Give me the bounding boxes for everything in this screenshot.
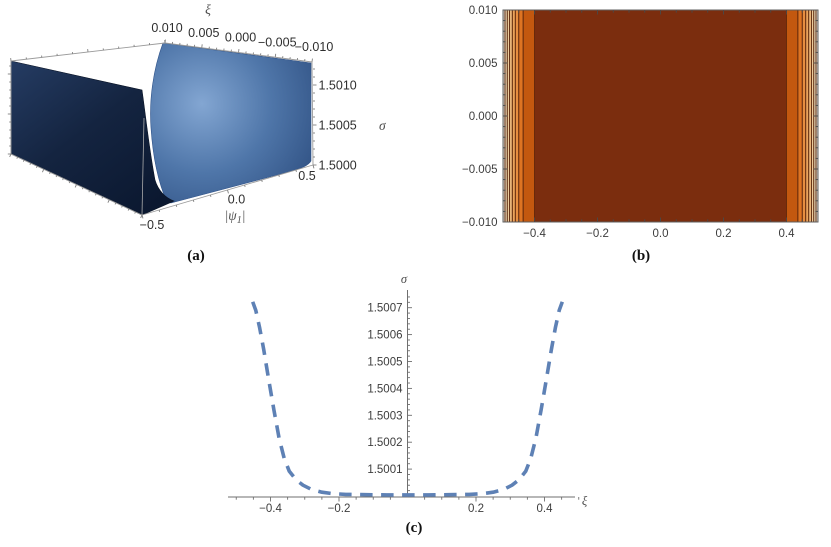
svg-text:−0.4: −0.4 [259,503,282,515]
svg-text:−0.4: −0.4 [523,228,546,240]
svg-text:0.2: 0.2 [716,228,732,240]
svg-text:1.5000: 1.5000 [319,159,357,173]
svg-text:0.4: 0.4 [537,503,554,515]
caption-a: (a) [187,248,205,264]
svg-text:0.2: 0.2 [468,503,484,515]
svg-text:0.010: 0.010 [469,5,498,17]
svg-text:|ψ1|: |ψ1| [225,208,246,226]
svg-text:0.0: 0.0 [653,228,669,240]
plot-a-3d-surface: 0.010 0.005 0.000 −0.005−0.010 ξ 1.5000 1.5005… [7,2,387,232]
svg-text:ξ: ξ [582,494,588,508]
svg-text:0.005: 0.005 [188,26,219,40]
svg-text:1.5001: 1.5001 [367,464,402,476]
svg-text:1.5005: 1.5005 [367,357,402,369]
svg-text:0.5: 0.5 [298,169,315,183]
caption-b: (b) [631,248,651,264]
svg-text:1.5003: 1.5003 [367,410,402,422]
svg-text:σ: σ [401,272,408,286]
svg-text:1.5006: 1.5006 [367,330,402,342]
svg-text:−0.5: −0.5 [140,218,165,232]
svg-text:0.005: 0.005 [469,58,498,70]
svg-text:1.5002: 1.5002 [367,437,402,449]
svg-text:0.0: 0.0 [228,193,245,207]
svg-text:0.4: 0.4 [779,228,796,240]
svg-text:0.010: 0.010 [151,21,182,35]
svg-text:−0.2: −0.2 [328,503,351,515]
svg-text:−0.005: −0.005 [462,164,498,176]
plot-b-contour: −0.4 −0.2 0.0 0.2 0.4 0.010 0.005 0.000 −0.005 −0… [462,5,819,240]
svg-text:−0.010: −0.010 [295,40,334,54]
svg-text:−0.010: −0.010 [462,217,498,229]
svg-text:σ: σ [379,118,387,133]
svg-text:ξ: ξ [205,2,211,17]
plot-c-line: −0.4 −0.2 0.2 0.4 1.5001 1.5002 1.5003 1.5004 1.… [228,272,588,515]
svg-text:−0.2: −0.2 [586,228,609,240]
svg-text:1.5005: 1.5005 [319,119,357,133]
svg-text:1.5007: 1.5007 [367,303,402,315]
svg-text:1.5010: 1.5010 [319,79,357,93]
caption-c: (c) [405,520,423,536]
svg-text:−0.005: −0.005 [258,35,297,49]
svg-text:1.5004: 1.5004 [367,383,403,395]
svg-text:0.000: 0.000 [469,111,498,123]
svg-text:0.000: 0.000 [225,31,256,45]
